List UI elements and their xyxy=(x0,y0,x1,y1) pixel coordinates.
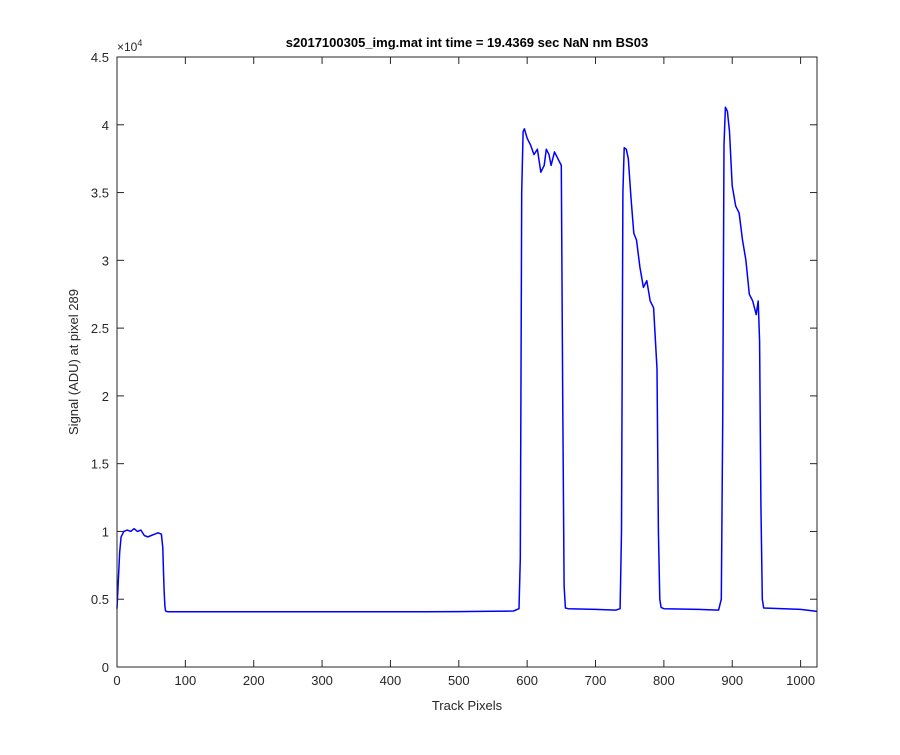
y-tick-label: 4 xyxy=(102,118,109,133)
x-tick-label: 800 xyxy=(653,673,675,688)
plot-frame xyxy=(116,56,818,668)
y-tick-label: 4.5 xyxy=(91,50,109,65)
y-tick-label: 2.5 xyxy=(91,321,109,336)
x-tick-label: 0 xyxy=(113,673,120,688)
x-tick-label: 700 xyxy=(585,673,607,688)
signal-series-line xyxy=(116,106,818,613)
y-axis-exponent: ×104 xyxy=(117,38,142,54)
x-tick-label: 300 xyxy=(311,673,333,688)
series-group xyxy=(116,106,818,613)
y-tick-label: 1 xyxy=(102,524,109,539)
x-tick-label: 600 xyxy=(516,673,538,688)
x-axis-label: Track Pixels xyxy=(432,698,503,713)
y-tick-label: 3.5 xyxy=(91,186,109,201)
y-axis-label: Signal (ADU) at pixel 289 xyxy=(66,289,81,435)
chart-title: s2017100305_img.mat int time = 19.4369 s… xyxy=(286,35,648,50)
axis-ticks: 0 100 200 300 400 500 600 700 800 900 1000 0 0.5 1 1.5… xyxy=(91,50,817,688)
x-tick-label: 1000 xyxy=(786,673,815,688)
x-tick-label: 200 xyxy=(243,673,265,688)
x-tick-label: 400 xyxy=(380,673,402,688)
y-tick-label: 1.5 xyxy=(91,457,109,472)
y-tick-label: 3 xyxy=(102,253,109,268)
x-tick-label: 500 xyxy=(448,673,470,688)
y-exponent-power: 4 xyxy=(137,38,142,48)
y-tick-label: 2 xyxy=(102,389,109,404)
y-exponent-base: ×10 xyxy=(117,40,138,54)
x-tick-label: 900 xyxy=(721,673,743,688)
y-tick-label: 0 xyxy=(102,660,109,675)
x-tick-label: 100 xyxy=(175,673,197,688)
y-tick-label: 0.5 xyxy=(91,592,109,607)
plot-area xyxy=(117,57,817,667)
